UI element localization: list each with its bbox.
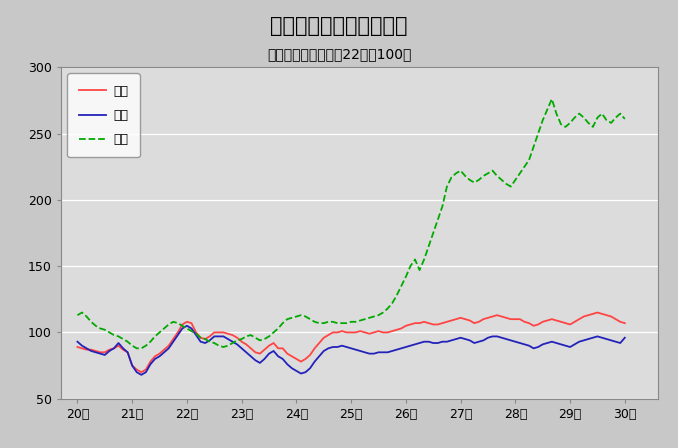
出荷 [315,353,323,359]
生産 [447,318,456,323]
出荷 [128,363,136,368]
在庫 [133,346,141,351]
Line: 在庫: 在庫 [77,99,625,349]
出荷 [452,336,460,342]
生産 [311,346,319,351]
出荷 [424,339,433,345]
生産 [420,319,428,324]
在庫 [420,257,428,262]
出荷 [593,334,601,339]
Text: 鳥取県鉱工業指数の推移: 鳥取県鉱工業指数の推移 [271,16,407,36]
在庫 [621,116,629,121]
生産 [621,320,629,326]
在庫 [593,115,601,120]
生産 [73,345,81,350]
出荷 [73,339,81,345]
在庫 [447,175,456,180]
在庫 [205,339,214,345]
生産 [589,311,597,317]
生産 [128,363,136,368]
出荷 [621,335,629,340]
出荷 [183,323,191,328]
生産 [205,334,214,339]
Line: 出荷: 出荷 [77,326,625,375]
出荷 [137,372,145,378]
生産 [137,370,145,375]
在庫 [128,343,136,349]
生産 [593,310,601,315]
出荷 [210,334,218,339]
在庫 [311,319,319,324]
在庫 [73,313,81,318]
Legend: 生産, 出荷, 在庫: 生産, 出荷, 在庫 [67,73,140,157]
Text: （季節調整済、平成22年＝100）: （季節調整済、平成22年＝100） [267,47,411,61]
Line: 生産: 生産 [77,313,625,372]
在庫 [548,96,556,102]
